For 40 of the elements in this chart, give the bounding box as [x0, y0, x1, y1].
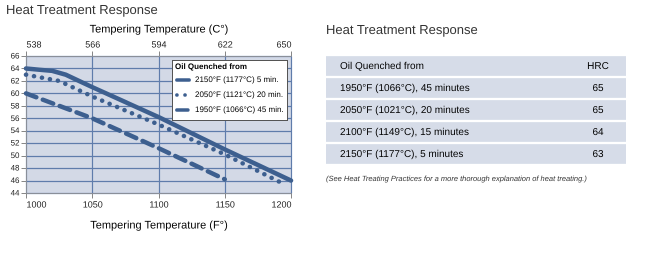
y-tick-label: 62 [10, 76, 20, 86]
y-tick-label: 60 [10, 88, 20, 98]
legend-title: Oil Quenched from [175, 62, 248, 71]
legend-label: 1950°F (1066°C) 45 min. [195, 105, 284, 114]
text: HRC [587, 61, 609, 72]
x2-tick-label: 566 [85, 40, 100, 50]
y-tick-label: 48 [10, 164, 20, 173]
y-tick-label: 52 [10, 138, 20, 148]
y-tick-label: 46 [10, 176, 20, 186]
y-tick-label: 66 [10, 52, 20, 60]
data-label: 65 [592, 105, 604, 116]
x2-axis-title: Tempering Temperature (C°) [90, 24, 228, 36]
y-tick-label: 50 [10, 151, 20, 160]
x2-tick-label: 650 [276, 40, 292, 50]
x-tick-label: 1000 [26, 200, 47, 210]
x2-tick-label: 594 [151, 40, 167, 50]
data-label: 65 [592, 83, 604, 94]
x2-tick-label: 538 [26, 40, 42, 50]
x-tick-label: 1100 [149, 200, 169, 210]
category-label: 2100°F (1149°C), 15 minutes [340, 127, 469, 138]
category-label: 1950°F (1066°C), 45 minutes [340, 83, 470, 94]
y-tick-label: 44 [10, 188, 20, 198]
x-tick-label: 1200 [271, 200, 292, 210]
text: Oil Quenched from [340, 61, 424, 72]
category-label: 2050°F (1021°C), 20 minutes [340, 105, 470, 116]
legend-label: 2050°F (1121°C) 20 min. [195, 90, 284, 99]
x-tick-label: 1050 [82, 200, 103, 210]
legend-label: 2150°F (1177°C) 5 min. [195, 75, 279, 84]
y-tick-label: 54 [10, 126, 20, 136]
category-label: 2150°F (1177°C), 5 minutes [340, 149, 464, 160]
x2-tick-label: 622 [218, 40, 233, 50]
y-tick-label: 64 [10, 64, 20, 73]
x-axis-title: Tempering Temperature (F°) [90, 220, 228, 232]
x-tick-label: 1150 [216, 200, 235, 210]
data-label: 64 [592, 127, 604, 138]
chart-title: Heat Treatment Response [6, 2, 158, 17]
y-tick-label: 58 [10, 101, 20, 110]
data-label: 63 [592, 149, 604, 160]
y-tick-label: 56 [10, 114, 20, 123]
text: Heat Treatment Response [326, 22, 478, 37]
